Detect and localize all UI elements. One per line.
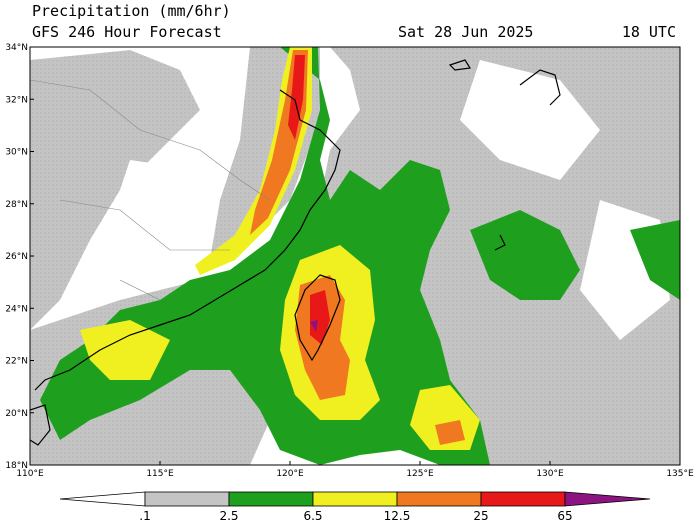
time-label: 18 UTC bbox=[622, 23, 676, 41]
precip-field bbox=[30, 47, 680, 465]
coastline bbox=[30, 59, 561, 446]
title: Precipitation (mm/6hr) bbox=[32, 2, 231, 20]
colorbar bbox=[59, 491, 651, 507]
axis-ticks: 34°N 32°N 30°N 28°N 26°N 24°N 22°N 20°N 18°N110°… bbox=[5, 43, 694, 479]
lat-label: 26°N bbox=[5, 252, 28, 262]
lon-label: 135°E bbox=[666, 469, 694, 479]
lon-label: 110°E bbox=[16, 469, 44, 479]
colorbar-label: 6.5 bbox=[303, 509, 322, 523]
lon-label: 120°E bbox=[276, 469, 304, 479]
lon-label: 125°E bbox=[406, 469, 434, 479]
colorbar-label: .1 bbox=[139, 509, 150, 523]
date-label: Sat 28 Jun 2025 bbox=[398, 23, 533, 41]
colorbar-label: 2.5 bbox=[219, 509, 238, 523]
colorbar-labels: .1 2.5 6.5 12.5 25 65 bbox=[139, 509, 572, 523]
lat-label: 28°N bbox=[5, 200, 28, 210]
lat-label: 32°N bbox=[5, 95, 28, 105]
lat-label: 34°N bbox=[5, 43, 28, 53]
lon-label: 115°E bbox=[146, 469, 174, 479]
borders bbox=[30, 79, 271, 301]
lat-label: 30°N bbox=[5, 148, 28, 158]
model-label: GFS 246 Hour Forecast bbox=[32, 23, 222, 41]
lat-label: 18°N bbox=[5, 461, 28, 471]
colorbar-label: 25 bbox=[473, 509, 488, 523]
lon-label: 130°E bbox=[536, 469, 564, 479]
lat-label: 24°N bbox=[5, 304, 28, 314]
lat-label: 20°N bbox=[5, 409, 28, 419]
colorbar-label: 65 bbox=[557, 509, 572, 523]
lat-label: 22°N bbox=[5, 357, 28, 367]
colorbar-label: 12.5 bbox=[384, 509, 411, 523]
